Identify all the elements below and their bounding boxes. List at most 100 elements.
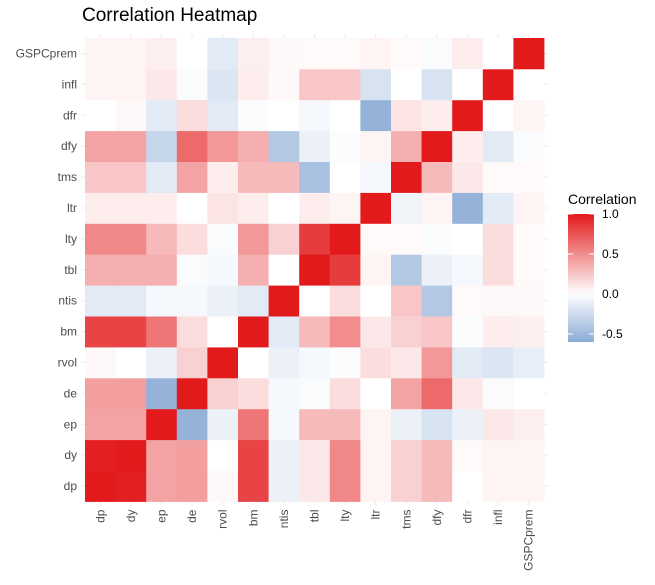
heatmap-cell-infl-infl — [482, 68, 514, 101]
heatmap-cell-dfy-tms — [391, 130, 422, 162]
legend-title: Correlation — [568, 191, 636, 207]
heatmap-cell-dp-rvol — [207, 470, 239, 502]
heatmap-cell-bm-dfr — [452, 316, 484, 348]
heatmap-cell-tbl-ep — [146, 254, 178, 286]
heatmap-cell-dy-ltr — [360, 439, 392, 471]
heatmap-cell-dfr-ltr — [360, 99, 392, 132]
heatmap-cell-GSPCprem-GSPCprem — [513, 38, 545, 70]
heatmap-cell-ltr-ntis — [268, 192, 300, 224]
heatmap-cell-dfr-infl — [482, 99, 514, 132]
heatmap-cell-de-de — [176, 377, 208, 410]
heatmap-cell-dfr-dp — [85, 99, 116, 132]
heatmap-cell-tms-GSPCprem — [513, 161, 545, 193]
heatmap-cell-ltr-ltr — [360, 192, 392, 224]
y-tick-label: tms — [58, 170, 77, 184]
heatmap-cell-ep-ep — [146, 408, 178, 441]
x-tick-label: ntis — [277, 510, 291, 529]
x-tick-label: tbl — [308, 510, 322, 523]
heatmap-cell-ntis-infl — [482, 285, 514, 317]
heatmap-cell-tms-ntis — [268, 161, 300, 193]
heatmap-cell-GSPCprem-de — [176, 38, 208, 70]
heatmap-cell-infl-ltr — [360, 68, 392, 101]
heatmap-cell-dp-GSPCprem — [513, 470, 545, 502]
heatmap-cell-dfr-lty — [329, 99, 361, 132]
heatmap-cell-dfr-de — [176, 99, 208, 132]
heatmap-cell-dy-ep — [146, 439, 178, 471]
heatmap-cell-de-dfy — [421, 377, 453, 410]
heatmap-cell-dfr-ntis — [268, 99, 300, 132]
heatmap-cell-dp-dy — [115, 470, 147, 502]
heatmap-cell-dfr-bm — [238, 99, 269, 132]
heatmap-cell-lty-ltr — [360, 223, 392, 255]
legend-tick-label: 1.0 — [602, 207, 619, 221]
heatmap-cell-GSPCprem-rvol — [207, 38, 239, 70]
heatmap-cell-infl-dp — [85, 68, 116, 101]
heatmap-cell-ep-tms — [391, 408, 422, 441]
heatmap-cell-lty-infl — [482, 223, 514, 255]
y-tick-label: ep — [64, 417, 78, 431]
heatmap-cell-dy-ntis — [268, 439, 300, 471]
y-tick-label: lty — [65, 232, 77, 246]
heatmap-cell-bm-dfy — [421, 316, 453, 348]
heatmap-cell-de-rvol — [207, 377, 239, 410]
heatmap-cell-dfr-GSPCprem — [513, 99, 545, 132]
heatmap-cell-ltr-lty — [329, 192, 361, 224]
heatmap-cell-bm-ltr — [360, 316, 392, 348]
y-tick-label: ltr — [67, 201, 77, 215]
heatmap-cell-tms-de — [176, 161, 208, 193]
heatmap-cell-de-lty — [329, 377, 361, 410]
heatmap-cell-ntis-dfr — [452, 285, 484, 317]
heatmap-cell-ep-tbl — [299, 408, 331, 441]
heatmap-cell-tms-infl — [482, 161, 514, 193]
heatmap-cell-GSPCprem-infl — [482, 38, 514, 70]
heatmap-cell-rvol-dfr — [452, 347, 484, 379]
heatmap-cell-lty-tbl — [299, 223, 331, 255]
heatmap-cell-infl-GSPCprem — [513, 68, 545, 101]
heatmap-cell-ltr-tms — [391, 192, 422, 224]
heatmap-cell-tms-bm — [238, 161, 269, 193]
heatmap-cell-lty-ntis — [268, 223, 300, 255]
heatmap-cell-de-ntis — [268, 377, 300, 410]
heatmap-cell-GSPCprem-dp — [85, 38, 116, 70]
heatmap-cell-dp-lty — [329, 470, 361, 502]
heatmap-cell-ltr-dfy — [421, 192, 453, 224]
x-tick-label: tms — [399, 510, 413, 529]
x-tick-label: infl — [491, 509, 505, 524]
heatmap-cell-tbl-dfy — [421, 254, 453, 286]
heatmap-cell-GSPCprem-lty — [329, 38, 361, 70]
heatmap-cell-ep-dp — [85, 408, 116, 441]
heatmap-cell-dfy-dfy — [421, 130, 453, 162]
y-tick-label: de — [64, 386, 78, 400]
heatmap-cell-rvol-infl — [482, 347, 514, 379]
heatmap-cell-tms-rvol — [207, 161, 239, 193]
legend-ticks: 1.0 0.5 0.0 -0.5 — [568, 207, 623, 341]
heatmap-cell-ntis-ltr — [360, 285, 392, 317]
heatmap-cell-tms-tbl — [299, 161, 331, 193]
x-tick-label: dfy — [430, 510, 444, 526]
heatmap-cell-GSPCprem-ntis — [268, 38, 300, 70]
heatmap-cell-dp-dfy — [421, 470, 453, 502]
heatmap-cell-dy-dfr — [452, 439, 484, 471]
heatmap-cell-infl-de — [176, 68, 208, 101]
heatmap-cell-dp-ntis — [268, 470, 300, 502]
heatmap-cell-ep-ntis — [268, 408, 300, 441]
heatmap-cell-ntis-de — [176, 285, 208, 317]
heatmap-cell-tbl-dp — [85, 254, 116, 286]
x-tick-label: bm — [246, 509, 260, 526]
heatmap-cell-tms-lty — [329, 161, 361, 193]
heatmap-cell-dfr-dfy — [421, 99, 453, 132]
heatmap-cell-ntis-ep — [146, 285, 178, 317]
heatmap-cell-dy-dy — [115, 439, 147, 471]
heatmap-cell-rvol-tbl — [299, 347, 331, 379]
heatmap-cell-de-ltr — [360, 377, 392, 410]
heatmap-cell-tms-dy — [115, 161, 147, 193]
legend-colorbar — [568, 214, 594, 342]
legend-tick-label: -0.5 — [602, 327, 623, 341]
heatmap-cell-GSPCprem-ltr — [360, 38, 392, 70]
y-tick-label: dfy — [61, 139, 77, 153]
heatmap-cell-ltr-dfr — [452, 192, 484, 224]
heatmap-cell-ltr-dp — [85, 192, 116, 224]
heatmap-cell-tms-ep — [146, 161, 178, 193]
heatmap-cell-dfy-de — [176, 130, 208, 162]
heatmap-cell-tbl-ltr — [360, 254, 392, 286]
